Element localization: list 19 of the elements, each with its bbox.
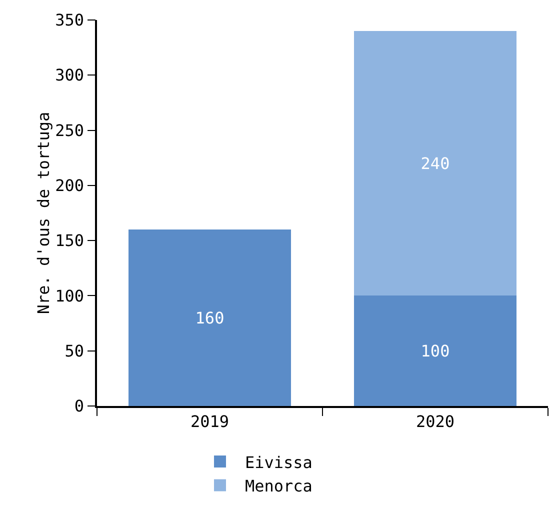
y-tick-label: 300 bbox=[55, 66, 84, 85]
bar bbox=[354, 31, 516, 296]
x-tick-label: 2019 bbox=[190, 412, 230, 431]
legend-label: Eivissa bbox=[245, 452, 312, 472]
y-tick-label: 0 bbox=[74, 396, 84, 416]
data-label: 160 bbox=[195, 308, 224, 328]
y-tick-label: 150 bbox=[55, 231, 84, 250]
legend-label: Menorca bbox=[245, 476, 312, 496]
y-tick-label: 100 bbox=[55, 286, 84, 306]
y-tick-label: 200 bbox=[55, 176, 84, 196]
y-axis-title: Nre. d'ous de tortuga bbox=[34, 112, 54, 314]
bar bbox=[128, 230, 291, 406]
y-tick-label: 50 bbox=[64, 341, 84, 360]
bar bbox=[354, 296, 516, 406]
data-label: 100 bbox=[420, 341, 450, 360]
x-tick-label: 2020 bbox=[416, 412, 455, 431]
data-label: 240 bbox=[420, 154, 450, 173]
y-tick-label: 250 bbox=[55, 120, 84, 140]
y-tick-label: 350 bbox=[55, 10, 84, 30]
